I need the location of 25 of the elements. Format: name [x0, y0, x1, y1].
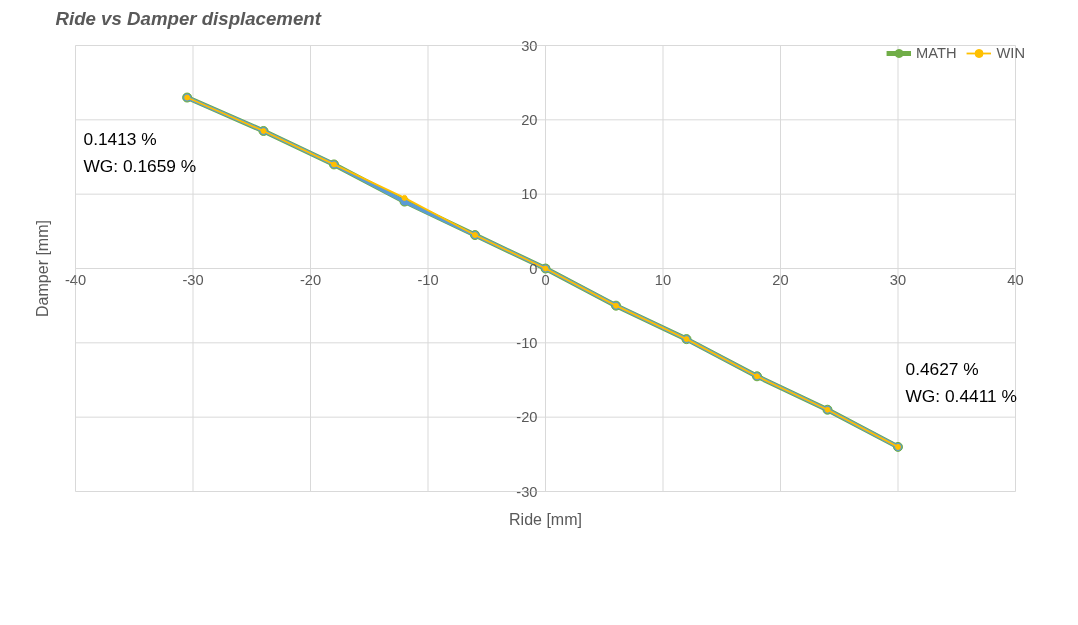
y-tick-label: -10: [516, 334, 538, 351]
x-tick-label: -20: [299, 271, 322, 288]
x-tick-label: 40: [1007, 271, 1024, 288]
x-axis-title: Ride [mm]: [509, 510, 582, 528]
x-tick-label: 30: [889, 271, 907, 288]
x-tick-label: -10: [417, 271, 439, 288]
annotation: 0.4627 %: [905, 358, 979, 379]
y-tick-label: -20: [516, 409, 538, 426]
annotation: WG: 0.4411 %: [905, 385, 1017, 406]
y-axis-title: Damper [mm]: [33, 220, 51, 317]
chart-title: Ride vs Damper displacement: [55, 7, 322, 29]
x-tick-label: -30: [182, 271, 204, 288]
legend-label: WIN: [996, 45, 1025, 61]
y-tick-label: 0: [529, 260, 538, 277]
y-tick-label: 30: [521, 37, 538, 54]
legend-label: MATH: [916, 45, 957, 61]
x-tick-label: 0: [541, 271, 550, 288]
x-tick-label: 20: [772, 271, 789, 288]
y-tick-label: 20: [521, 111, 538, 128]
annotation: 0.1413 %: [83, 128, 157, 149]
y-tick-label: -30: [516, 483, 538, 500]
y-tick-label: 10: [521, 186, 538, 203]
x-tick-label: -40: [64, 271, 87, 288]
annotation: WG: 0.1659 %: [83, 155, 197, 176]
x-tick-label: 10: [654, 271, 672, 288]
